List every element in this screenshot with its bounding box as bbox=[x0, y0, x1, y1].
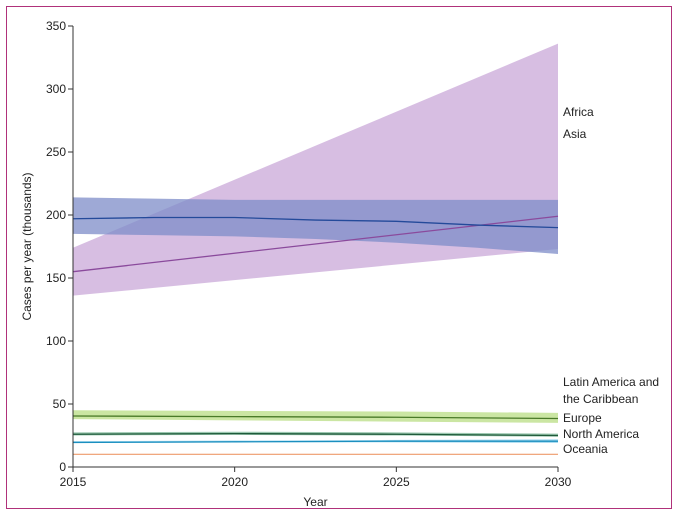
y-tick-label: 300 bbox=[46, 82, 66, 96]
y-tick-label: 50 bbox=[53, 397, 67, 411]
y-axis-title: Cases per year (thousands) bbox=[20, 172, 34, 320]
x-tick-label: 2015 bbox=[60, 475, 87, 489]
north-america-line bbox=[72, 440, 558, 444]
x-axis-title: Year bbox=[303, 495, 327, 509]
y-tick-label: 250 bbox=[46, 145, 66, 159]
x-tick-label: 2020 bbox=[221, 475, 248, 489]
series-labels: Africa Asia Latin America and the Caribbean… bbox=[563, 105, 659, 456]
africa-label: Africa bbox=[563, 105, 594, 119]
y-tick-label: 150 bbox=[46, 271, 66, 285]
europe-line bbox=[72, 432, 559, 437]
latin-america-and-the-caribbean-label: Latin America and bbox=[563, 375, 659, 389]
y-ticks: 0 50 100 150 200 250 300 350 bbox=[46, 19, 73, 474]
asia-confidence-band bbox=[73, 197, 558, 255]
africa-confidence-band bbox=[73, 43, 558, 296]
series-lines bbox=[72, 215, 559, 456]
oceania-label: Oceania bbox=[563, 442, 608, 456]
confidence-bands bbox=[73, 43, 558, 456]
x-tick-label: 2025 bbox=[383, 475, 410, 489]
x-tick-label: 2030 bbox=[545, 475, 572, 489]
asia-line bbox=[72, 216, 559, 229]
y-tick-label: 350 bbox=[46, 19, 66, 33]
y-tick-label: 200 bbox=[46, 208, 66, 222]
north-america-label: North America bbox=[563, 427, 639, 441]
y-tick-label: 100 bbox=[46, 334, 66, 348]
asia-label: Asia bbox=[563, 127, 587, 141]
latin-america-and-the-caribbean-line bbox=[72, 415, 559, 420]
europe-label: Europe bbox=[563, 411, 602, 425]
x-ticks: 2015 2020 2025 2030 bbox=[60, 467, 572, 489]
latin-america-and-the-caribbean-label: the Caribbean bbox=[563, 392, 638, 406]
axes bbox=[72, 26, 558, 468]
y-tick-label: 0 bbox=[59, 460, 66, 474]
